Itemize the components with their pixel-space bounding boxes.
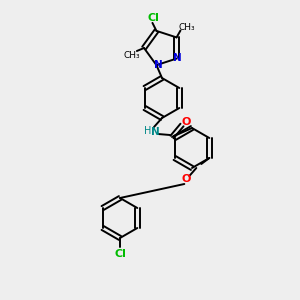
Text: H: H xyxy=(144,126,152,136)
Text: O: O xyxy=(182,174,191,184)
Text: O: O xyxy=(181,117,191,127)
Text: N: N xyxy=(154,60,162,70)
Text: CH₃: CH₃ xyxy=(178,23,195,32)
Text: N: N xyxy=(151,127,159,137)
Text: N: N xyxy=(173,52,182,63)
Text: Cl: Cl xyxy=(148,13,159,23)
Text: CH₃: CH₃ xyxy=(124,50,140,59)
Text: Cl: Cl xyxy=(114,249,126,259)
